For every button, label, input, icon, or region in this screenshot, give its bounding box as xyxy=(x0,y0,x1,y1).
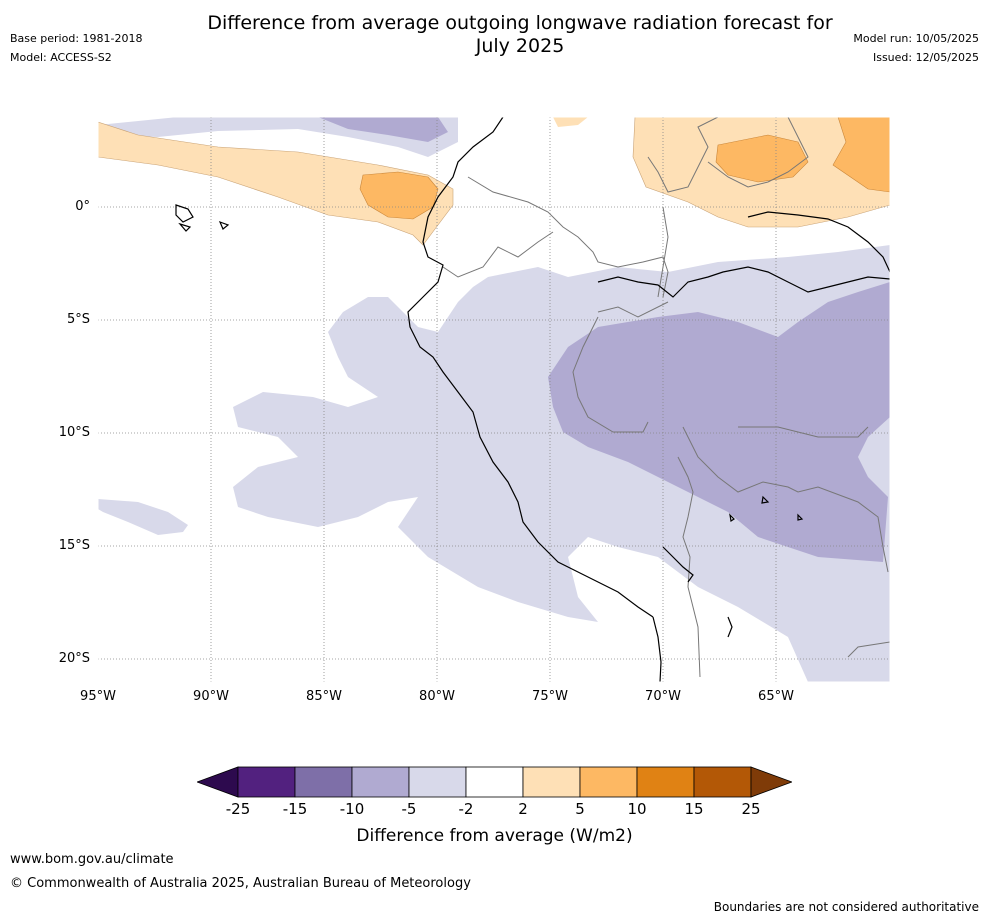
lon-label-65w: 65°W xyxy=(758,689,794,704)
colorbar-bin-4 xyxy=(408,766,467,798)
anomaly-peach-island xyxy=(553,117,588,127)
colorbar-tick-9: 15 xyxy=(684,800,704,818)
colorbar-title: Difference from average (W/m2) xyxy=(356,826,633,846)
lon-label-75w: 75°W xyxy=(532,689,568,704)
meta-left: Base period: 1981-2018 Model: ACCESS-S2 xyxy=(10,32,142,70)
anomaly-orange-ne-2 xyxy=(832,117,890,193)
lon-label-70w: 70°W xyxy=(645,689,681,704)
colorbar-bin-5 xyxy=(465,766,524,798)
coastlines xyxy=(175,117,890,682)
colorbar-bin-1 xyxy=(237,766,296,798)
colorbar-extend-low xyxy=(197,766,239,798)
colorbar-tick-7: 5 xyxy=(575,800,585,818)
anomaly-mid-purple-south xyxy=(548,282,890,562)
colorbar-tick-3: -10 xyxy=(339,800,365,818)
anomaly-light-purple-west xyxy=(98,499,188,535)
lat-label-10s: 10°S xyxy=(58,425,90,440)
anomaly-orange-west xyxy=(359,171,439,220)
lat-label-20s: 20°S xyxy=(58,651,90,666)
colorbar-bin-8 xyxy=(636,766,695,798)
lat-label-15s: 15°S xyxy=(58,538,90,553)
footer-copyright: © Commonwealth of Australia 2025, Austra… xyxy=(10,876,471,891)
colorbar-tick-6: 2 xyxy=(518,800,528,818)
footer-url: www.bom.gov.au/climate xyxy=(10,852,174,867)
colorbar-tick-8: 10 xyxy=(627,800,647,818)
meta-right: Model run: 10/05/2025 Issued: 12/05/2025 xyxy=(853,32,979,70)
colorbar-tick-1: -25 xyxy=(225,800,251,818)
anomaly-orange-ne-1 xyxy=(715,134,809,183)
lat-label-5s: 5°S xyxy=(66,312,90,327)
colorbar-extend-high xyxy=(750,766,792,798)
colorbar-tick-10: 25 xyxy=(741,800,761,818)
colorbar-bin-2 xyxy=(294,766,353,798)
issued-date: Issued: 12/05/2025 xyxy=(872,51,979,64)
lon-label-85w: 85°W xyxy=(306,689,342,704)
colorbar-tick-5: -2 xyxy=(458,800,474,818)
colorbar-bin-7 xyxy=(579,766,638,798)
model-run: Model run: 10/05/2025 xyxy=(853,32,979,45)
map-title: Difference from average outgoing longwav… xyxy=(140,12,900,58)
anomaly-mid-purple-north xyxy=(318,117,448,142)
lon-label-90w: 90°W xyxy=(193,689,229,704)
colorbar-bin-9 xyxy=(693,766,752,798)
anomaly-peach-west xyxy=(98,121,454,246)
lat-label-0: 0° xyxy=(75,199,90,214)
colorbar xyxy=(197,766,792,798)
lon-label-95w: 95°W xyxy=(80,689,116,704)
title-line-1: Difference from average outgoing longwav… xyxy=(207,12,833,34)
colorbar-bin-3 xyxy=(351,766,410,798)
model-name: Model: ACCESS-S2 xyxy=(10,51,112,64)
colorbar-tick-2: -15 xyxy=(282,800,308,818)
colorbar-tick-4: -5 xyxy=(401,800,417,818)
footer-note: Boundaries are not considered authoritat… xyxy=(713,900,979,914)
colorbar-bin-6 xyxy=(522,766,581,798)
graticule xyxy=(98,117,890,682)
country-borders xyxy=(442,117,890,678)
olr-anomaly-map xyxy=(98,117,890,682)
base-period: Base period: 1981-2018 xyxy=(10,32,143,45)
lon-label-80w: 80°W xyxy=(419,689,455,704)
title-line-2: July 2025 xyxy=(475,35,565,57)
